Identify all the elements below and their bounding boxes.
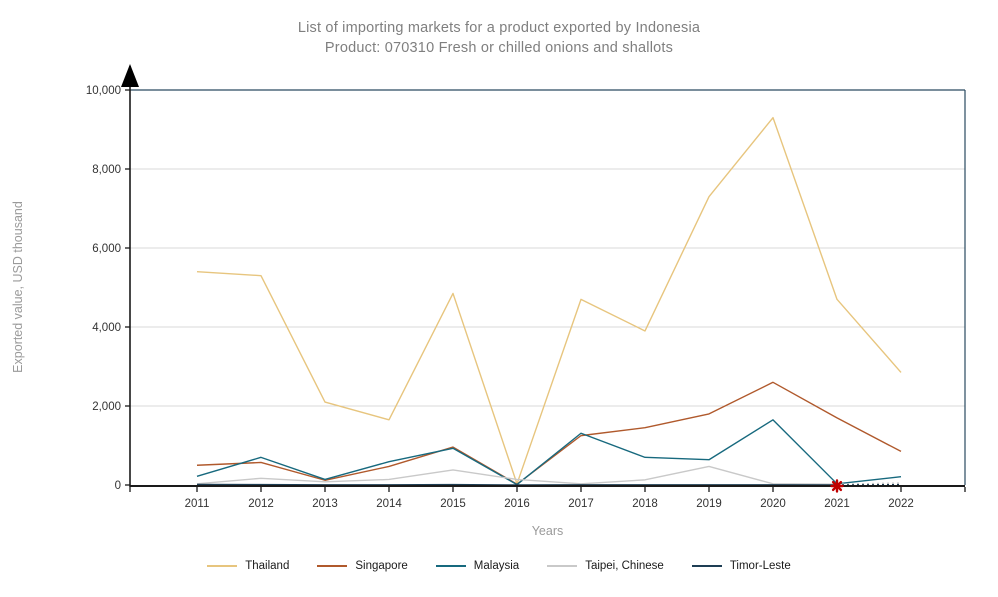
- legend-item-malaysia: Malaysia: [435, 560, 520, 572]
- legend-swatch-timor-leste: [691, 565, 722, 567]
- legend-swatch-singapore: [317, 565, 348, 567]
- x-tick-label: 2013: [312, 498, 338, 510]
- legend-item-timor-leste: Timor-Leste: [691, 560, 791, 572]
- legend-label-thailand: Thailand: [245, 560, 290, 572]
- x-tick-label: 2011: [185, 498, 210, 510]
- x-tick-label: 2018: [632, 498, 658, 510]
- x-tick-label: 2022: [888, 498, 914, 510]
- x-tick-label: 2017: [568, 498, 594, 510]
- series-line-singapore: [196, 381, 902, 485]
- legend-item-singapore: Singapore: [317, 560, 408, 572]
- x-tick-label: 2015: [440, 498, 466, 510]
- legend-label-timor-leste: Timor-Leste: [729, 560, 791, 572]
- y-tick-label: 6,000: [92, 243, 121, 255]
- chart-title-line1: List of importing markets for a product …: [297, 20, 701, 36]
- star-marker-icon: [831, 480, 843, 492]
- x-tick-label: 2012: [248, 498, 274, 510]
- legend-swatch-taipei-chinese: [547, 565, 578, 567]
- chart-title: List of importing markets for a product …: [0, 18, 998, 58]
- y-tick-label: 8,000: [92, 164, 121, 176]
- y-tick-label: 2,000: [92, 401, 121, 413]
- series-line-thailand: [196, 116, 902, 485]
- chart-title-line2: Product: 070310 Fresh or chilled onions …: [324, 40, 674, 56]
- y-tick-label: 4,000: [92, 322, 121, 334]
- chart-legend: Thailand Singapore Malaysia Taipei, Chinese…: [0, 560, 998, 572]
- x-tick-label: 2020: [760, 498, 786, 510]
- legend-swatch-malaysia: [435, 565, 466, 567]
- legend-item-thailand: Thailand: [207, 560, 289, 572]
- x-tick-label: 2019: [696, 498, 722, 510]
- x-axis-title: Years: [531, 524, 564, 538]
- series-line-dashed-taipei-chinese: [836, 482, 902, 485]
- series-line-taipei-chinese: [196, 465, 838, 485]
- legend-label-taipei-chinese: Taipei, Chinese: [585, 560, 664, 572]
- legend-label-singapore: Singapore: [355, 560, 408, 572]
- series-line-timor-leste: [196, 483, 838, 486]
- x-tick-label: 2021: [824, 498, 850, 510]
- x-tick-label: 2014: [376, 498, 402, 510]
- series-line-malaysia: [196, 419, 902, 486]
- y-tick-label: 0: [115, 480, 121, 492]
- legend-item-taipei-chinese: Taipei, Chinese: [547, 560, 664, 572]
- y-tick-label: 10,000: [86, 85, 121, 97]
- legend-swatch-thailand: [207, 565, 238, 567]
- legend-label-malaysia: Malaysia: [473, 560, 520, 572]
- x-tick-label: 2016: [504, 498, 530, 510]
- y-axis-arrow-icon: [121, 64, 139, 87]
